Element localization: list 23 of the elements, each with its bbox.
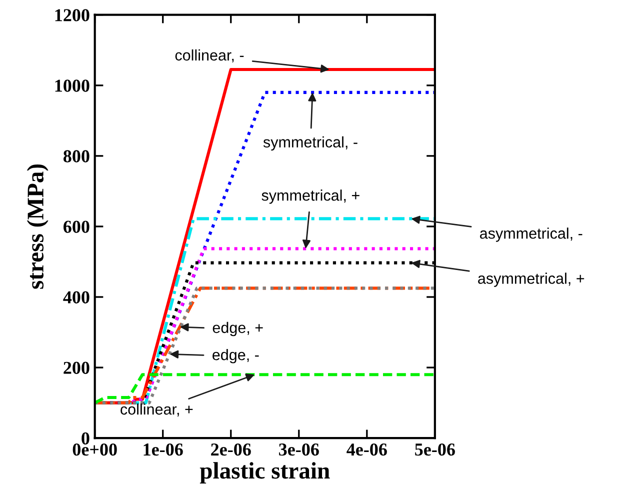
annotation: symmetrical, + <box>262 190 360 204</box>
y-axis-title: stress (MPa) <box>26 164 48 289</box>
y-tick-label: 200 <box>64 362 90 374</box>
x-tick-label: 4e-06 <box>346 443 387 456</box>
x-tick-label: 5e-06 <box>415 443 455 456</box>
x-tick-label: 0e+00 <box>72 443 117 456</box>
annotation: edge, - <box>212 349 259 364</box>
annotation: collinear, + <box>120 403 193 416</box>
x-tick-label: 2e-06 <box>211 443 251 456</box>
x-tick-label: 1e-06 <box>144 443 183 456</box>
y-tick-label: 1000 <box>55 80 90 92</box>
y-tick-label: 1200 <box>55 9 90 22</box>
annotation: symmetrical, - <box>263 136 358 151</box>
x-axis-title: plastic strain <box>200 462 330 484</box>
annotation: asymmetrical, + <box>478 272 584 287</box>
y-tick-label: 600 <box>64 220 90 233</box>
y-tick-label: 400 <box>63 291 90 304</box>
annotation: collinear, - <box>175 49 244 62</box>
annotation: asymmetrical, - <box>480 228 582 242</box>
x-tick-label: 3e-06 <box>279 443 319 456</box>
y-tick-label: 800 <box>64 150 90 162</box>
y-tick-label: 0 <box>82 432 90 445</box>
annotation: edge, + <box>212 322 263 336</box>
